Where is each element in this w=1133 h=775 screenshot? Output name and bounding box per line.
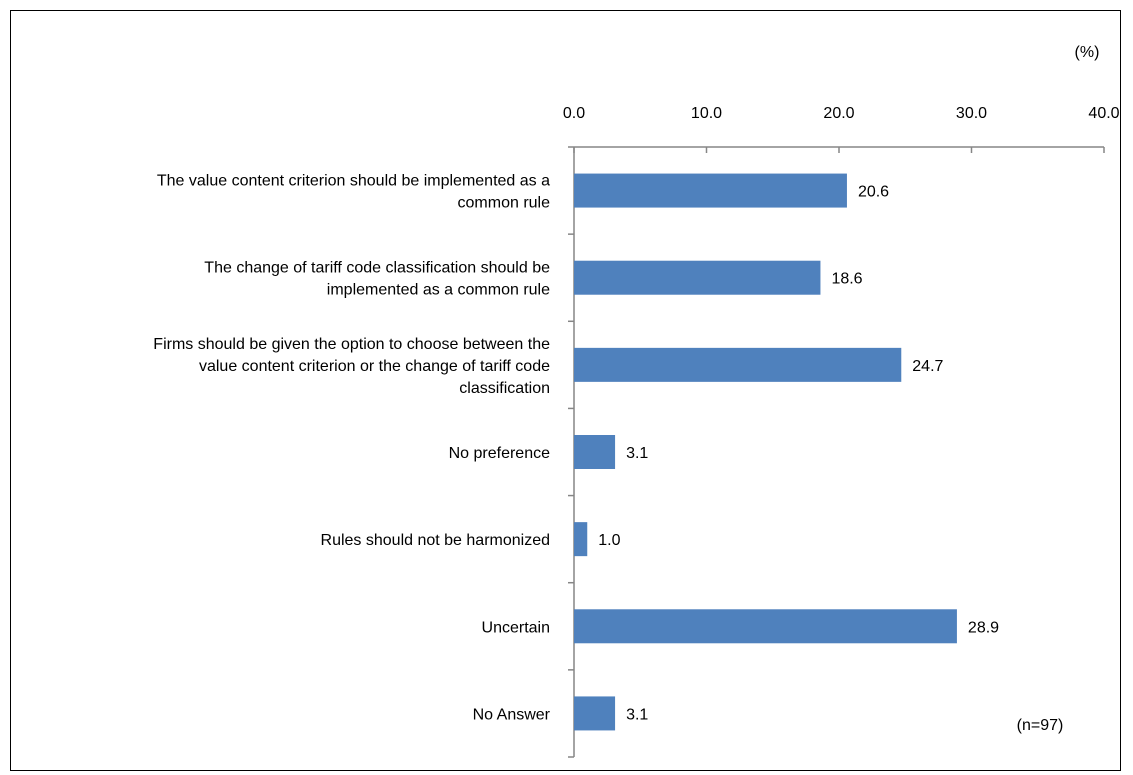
category-label: No preference — [449, 445, 550, 462]
bars: 20.6 18.6 24.7 3.1 1.0 28.9 3.1 — [574, 173, 999, 731]
x-axis: 0.0 10.0 20.0 30.0 40.0 — [563, 105, 1120, 758]
bar — [574, 173, 847, 208]
bar — [574, 347, 902, 382]
category-labels: The value content criterion should be im… — [153, 173, 550, 724]
bar — [574, 696, 616, 731]
data-label: 3.1 — [626, 445, 648, 462]
bar — [574, 522, 588, 557]
x-tick-label: 30.0 — [956, 105, 987, 122]
x-tick-label: 0.0 — [563, 105, 585, 122]
unit-label: (%) — [1075, 44, 1100, 61]
x-tick-label: 20.0 — [823, 105, 854, 122]
data-label: 20.6 — [858, 184, 889, 201]
data-label: 28.9 — [968, 619, 999, 636]
x-tick-label: 10.0 — [691, 105, 722, 122]
category-label: Firms should be given the option to choo… — [153, 336, 550, 397]
bar — [574, 609, 957, 644]
x-tick-label: 40.0 — [1088, 105, 1119, 122]
category-label: No Answer — [473, 706, 551, 723]
category-label: Rules should not be harmonized — [321, 532, 550, 549]
sample-size-note: (n=97) — [1017, 717, 1064, 734]
bar — [574, 260, 821, 295]
data-label: 18.6 — [831, 271, 862, 288]
data-label: 24.7 — [912, 358, 943, 375]
data-label: 1.0 — [598, 532, 620, 549]
data-label: 3.1 — [626, 706, 648, 723]
bar — [574, 435, 616, 469]
category-label: The value content criterion should be im… — [157, 173, 550, 212]
category-label: Uncertain — [482, 619, 550, 636]
category-label: The change of tariff code classification… — [204, 260, 550, 299]
chart-frame — [10, 10, 1121, 771]
